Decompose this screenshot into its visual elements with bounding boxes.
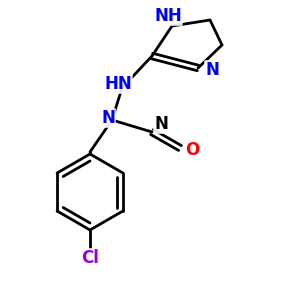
Text: N: N [101,109,115,127]
Text: N: N [154,115,168,133]
Text: HN: HN [104,75,132,93]
Text: N: N [205,61,219,79]
Text: Cl: Cl [81,249,99,267]
Text: NH: NH [154,7,182,25]
Text: O: O [185,141,199,159]
